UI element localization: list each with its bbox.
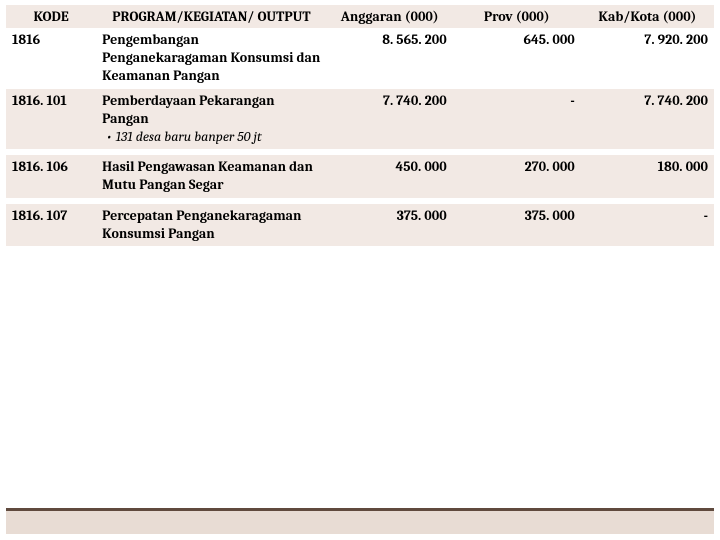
table-row: 1816. 101 Pemberdayaan Pekarangan Pangan… bbox=[6, 89, 714, 150]
footer-bar bbox=[6, 508, 714, 534]
cell-kab: - bbox=[581, 204, 714, 246]
program-text: Hasil Pengawasan Keamanan dan Mutu Panga… bbox=[102, 158, 313, 193]
table-row: 1816. 106 Hasil Pengawasan Keamanan dan … bbox=[6, 155, 714, 197]
cell-anggaran: 450. 000 bbox=[327, 155, 453, 197]
cell-program: Pengembangan Penganekaragaman Konsumsi d… bbox=[96, 28, 327, 89]
cell-program: Hasil Pengawasan Keamanan dan Mutu Panga… bbox=[96, 155, 327, 197]
cell-prov: - bbox=[453, 89, 581, 150]
program-text: Pemberdayaan Pekarangan Pangan bbox=[102, 92, 274, 127]
cell-kode: 1816. 106 bbox=[6, 155, 96, 197]
cell-anggaran: 7. 740. 200 bbox=[327, 89, 453, 150]
cell-kode: 1816. 101 bbox=[6, 89, 96, 150]
header-anggaran: Anggaran (000) bbox=[327, 5, 453, 28]
cell-kab: 7. 920. 200 bbox=[581, 28, 714, 89]
program-text: Percepatan Penganekaragaman Konsumsi Pan… bbox=[102, 207, 301, 242]
header-kode: KODE bbox=[6, 5, 96, 28]
cell-program: Pemberdayaan Pekarangan Pangan • 131 des… bbox=[96, 89, 327, 150]
cell-kode: 1816. 107 bbox=[6, 204, 96, 246]
table-row: 1816. 107 Percepatan Penganekaragaman Ko… bbox=[6, 204, 714, 246]
table-header: KODE PROGRAM/KEGIATAN/ OUTPUT Anggaran (… bbox=[6, 5, 714, 28]
table-body: 1816 Pengembangan Penganekaragaman Konsu… bbox=[6, 28, 714, 246]
program-bullet: • 131 desa baru banper 50 jt bbox=[102, 128, 262, 145]
table-row: 1816 Pengembangan Penganekaragaman Konsu… bbox=[6, 28, 714, 89]
header-kab: Kab/Kota (000) bbox=[581, 5, 714, 28]
cell-anggaran: 375. 000 bbox=[327, 204, 453, 246]
program-text: Pengembangan Penganekaragaman Konsumsi d… bbox=[102, 31, 320, 84]
cell-prov: 270. 000 bbox=[453, 155, 581, 197]
page-container: KODE PROGRAM/KEGIATAN/ OUTPUT Anggaran (… bbox=[0, 0, 720, 540]
cell-kode: 1816 bbox=[6, 28, 96, 89]
header-prov: Prov (000) bbox=[453, 5, 581, 28]
budget-table: KODE PROGRAM/KEGIATAN/ OUTPUT Anggaran (… bbox=[6, 5, 714, 246]
cell-anggaran: 8. 565. 200 bbox=[327, 28, 453, 89]
cell-program: Percepatan Penganekaragaman Konsumsi Pan… bbox=[96, 204, 327, 246]
cell-prov: 645. 000 bbox=[453, 28, 581, 89]
cell-kab: 180. 000 bbox=[581, 155, 714, 197]
cell-kab: 7. 740. 200 bbox=[581, 89, 714, 150]
cell-prov: 375. 000 bbox=[453, 204, 581, 246]
header-row: KODE PROGRAM/KEGIATAN/ OUTPUT Anggaran (… bbox=[6, 5, 714, 28]
header-program: PROGRAM/KEGIATAN/ OUTPUT bbox=[96, 5, 327, 28]
